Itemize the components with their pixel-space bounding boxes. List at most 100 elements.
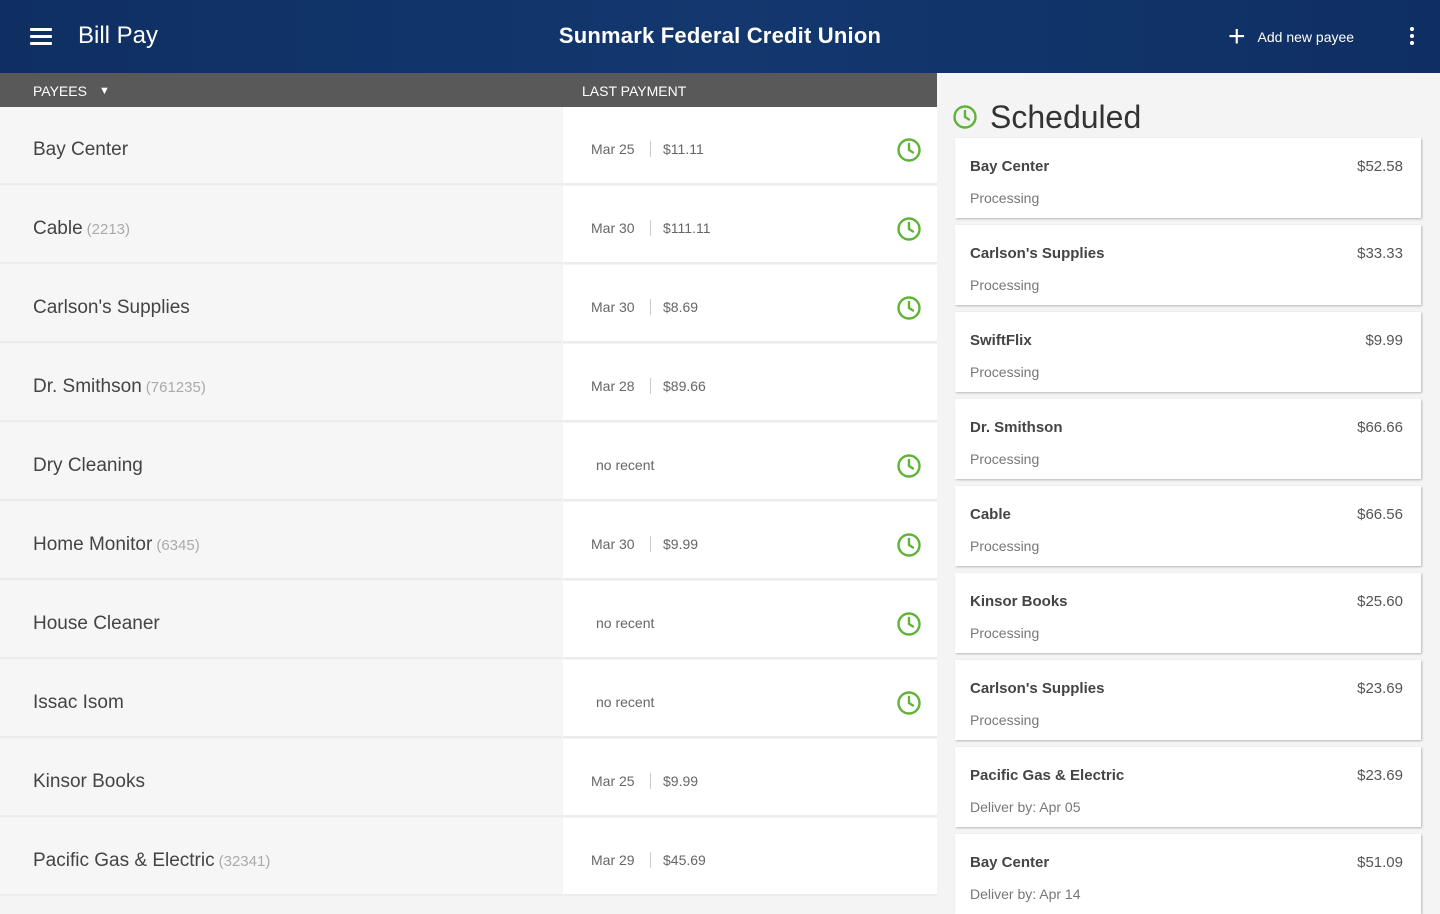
payee-name: Issac Isom: [33, 692, 124, 714]
payee-name-cell: Bay Center: [0, 107, 562, 185]
scheduled-payee-name: Carlson's Supplies: [970, 245, 1105, 262]
last-payment-cell: Mar 30 $111.11: [563, 186, 937, 264]
last-payment-cell: Mar 25 $11.11: [563, 107, 937, 185]
scheduled-payment-card[interactable]: Carlson's Supplies $23.69 Processing: [955, 660, 1421, 740]
last-payment-amount: $8.69: [663, 299, 699, 315]
scheduled-amount: $23.69: [1357, 680, 1403, 697]
payees-sort-dropdown[interactable]: PAYEES ▼: [33, 83, 110, 99]
last-payment-amount: $9.99: [663, 773, 699, 789]
scheduled-status: Deliver by: Apr 14: [970, 886, 1081, 902]
caret-down-icon: ▼: [98, 85, 110, 97]
scheduled-amount: $25.60: [1357, 593, 1403, 610]
divider: [650, 141, 651, 157]
scheduled-payee-name: Bay Center: [970, 854, 1050, 871]
payee-row[interactable]: Dry Cleaning no recent: [0, 423, 937, 501]
payee-name-cell: Carlson's Supplies: [0, 265, 562, 343]
scheduled-payee-name: Cable: [970, 506, 1011, 523]
plus-icon: +: [1228, 20, 1246, 53]
scheduled-payment-card[interactable]: Dr. Smithson $66.66 Processing: [955, 399, 1421, 479]
payee-name-cell: Kinsor Books: [0, 739, 562, 817]
payee-row[interactable]: Carlson's Supplies Mar 30 $8.69: [0, 265, 937, 343]
scheduled-amount: $33.33: [1357, 245, 1403, 262]
payee-name-text: Cable: [33, 218, 83, 239]
last-payment-date: Mar 29: [591, 852, 635, 868]
payee-row[interactable]: Home Monitor (6345) Mar 30 $9.99: [0, 502, 937, 580]
last-payment-cell: no recent: [563, 660, 937, 738]
scheduled-amount: $23.69: [1357, 767, 1403, 784]
scheduled-payee-name: SwiftFlix: [970, 332, 1032, 349]
last-payment-date: Mar 30: [591, 536, 635, 552]
scheduled-status: Processing: [970, 451, 1040, 467]
scheduled-payment-card[interactable]: Carlson's Supplies $33.33 Processing: [955, 225, 1421, 305]
payee-row[interactable]: Bay Center Mar 25 $11.11: [0, 107, 937, 185]
payee-name: Carlson's Supplies: [33, 297, 190, 319]
payee-name-cell: Dr. Smithson (761235): [0, 344, 562, 422]
app-title: Bill Pay: [78, 22, 159, 49]
last-payment-amount: $11.11: [663, 141, 704, 157]
payee-name: Dry Cleaning: [33, 455, 143, 477]
scheduled-panel: Scheduled Bay Center $52.58 Processing Carl…: [937, 73, 1440, 914]
clock-icon[interactable]: [896, 453, 922, 479]
payee-row[interactable]: House Cleaner no recent: [0, 581, 937, 659]
payees-column-label: PAYEES: [33, 83, 87, 99]
divider: [650, 378, 651, 394]
clock-icon[interactable]: [896, 690, 922, 716]
payee-name-text: Kinsor Books: [33, 771, 145, 792]
payee-name-text: Home Monitor: [33, 534, 153, 555]
last-payment-cell: Mar 28 $89.66: [563, 344, 937, 422]
scheduled-payment-card[interactable]: Bay Center $52.58 Processing: [955, 138, 1421, 218]
payee-row[interactable]: Pacific Gas & Electric (32341) Mar 29 $45.6…: [0, 818, 937, 896]
payee-row[interactable]: Kinsor Books Mar 25 $9.99: [0, 739, 937, 817]
add-payee-label: Add new payee: [1257, 29, 1355, 45]
scheduled-amount: $66.66: [1357, 419, 1403, 436]
last-payment-cell: Mar 30 $8.69: [563, 265, 937, 343]
add-payee-button[interactable]: + Add new payee: [1228, 20, 1355, 53]
scheduled-amount: $51.09: [1357, 854, 1403, 871]
scheduled-payment-card[interactable]: Kinsor Books $25.60 Processing: [955, 573, 1421, 653]
payee-list: Bay Center Mar 25 $11.11 Cable (2213) Mar 30 $…: [0, 107, 937, 900]
payee-name-cell: House Cleaner: [0, 581, 562, 659]
more-vert-icon[interactable]: [1405, 27, 1419, 47]
bank-name: Sunmark Federal Credit Union: [558, 23, 882, 48]
menu-icon[interactable]: [30, 28, 52, 46]
payee-name: Bay Center: [33, 139, 128, 161]
clock-icon[interactable]: [896, 611, 922, 637]
last-payment-cell: Mar 30 $9.99: [563, 502, 937, 580]
column-header: PAYEES ▼ LAST PAYMENT: [0, 73, 937, 107]
scheduled-payment-card[interactable]: Cable $66.56 Processing: [955, 486, 1421, 566]
no-recent-label: no recent: [596, 457, 655, 473]
clock-icon[interactable]: [896, 216, 922, 242]
clock-icon[interactable]: [896, 532, 922, 558]
last-payment-date: Mar 25: [591, 141, 635, 157]
scheduled-status: Processing: [970, 625, 1040, 641]
clock-icon[interactable]: [896, 295, 922, 321]
scheduled-amount: $9.99: [1365, 332, 1403, 349]
payee-name: Dr. Smithson (761235): [33, 376, 206, 398]
payee-account-number: (761235): [145, 379, 206, 396]
payee-row[interactable]: Dr. Smithson (761235) Mar 28 $89.66: [0, 344, 937, 422]
last-payment-amount: $45.69: [663, 852, 706, 868]
payee-row[interactable]: Cable (2213) Mar 30 $111.11: [0, 186, 937, 264]
payee-name: Pacific Gas & Electric (32341): [33, 850, 270, 872]
scheduled-status: Processing: [970, 712, 1040, 728]
payee-name-text: Pacific Gas & Electric: [33, 850, 215, 871]
app-bar: Bill Pay Sunmark Federal Credit Union + …: [0, 0, 1440, 73]
payee-name-text: Carlson's Supplies: [33, 297, 190, 318]
scheduled-payee-name: Dr. Smithson: [970, 419, 1063, 436]
last-payment-date: Mar 30: [591, 299, 635, 315]
payee-name-text: House Cleaner: [33, 613, 160, 634]
last-payment-cell: no recent: [563, 423, 937, 501]
payee-name: Home Monitor (6345): [33, 534, 200, 556]
scheduled-payment-card[interactable]: SwiftFlix $9.99 Processing: [955, 312, 1421, 392]
last-payment-cell: no recent: [563, 581, 937, 659]
divider: [650, 852, 651, 868]
payee-name-text: Dry Cleaning: [33, 455, 143, 476]
payee-row[interactable]: Issac Isom no recent: [0, 660, 937, 738]
clock-icon[interactable]: [896, 137, 922, 163]
payee-name-cell: Cable (2213): [0, 186, 562, 264]
divider: [650, 220, 651, 236]
scheduled-payment-card[interactable]: Pacific Gas & Electric $23.69 Deliver by: …: [955, 747, 1421, 827]
scheduled-payment-card[interactable]: Bay Center $51.09 Deliver by: Apr 14: [955, 834, 1421, 914]
last-payment-date: Mar 25: [591, 773, 635, 789]
scheduled-payee-name: Pacific Gas & Electric: [970, 767, 1125, 784]
